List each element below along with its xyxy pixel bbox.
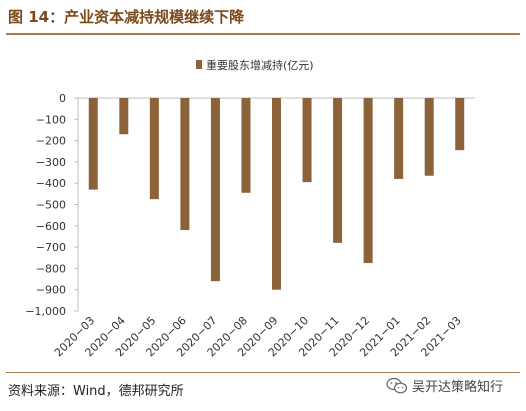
bar: [302, 98, 312, 183]
y-tick-label: −700: [36, 241, 66, 254]
legend-label: 重要股东增减持(亿元): [206, 58, 314, 72]
bar: [119, 98, 129, 135]
bar: [363, 98, 373, 264]
figure-title: 图 14：产业资本减持规模继续下降: [8, 8, 245, 26]
title-divider: [6, 33, 520, 35]
wechat-icon: [386, 377, 408, 393]
bar: [333, 98, 343, 243]
bar: [272, 98, 281, 290]
bar: [241, 98, 251, 193]
watermark-text: 吴开达策略知行: [412, 380, 504, 395]
y-tick-label: −300: [36, 156, 66, 169]
bar: [180, 98, 190, 231]
bar: [455, 98, 465, 151]
bar: [149, 98, 159, 200]
legend-swatch: [196, 60, 202, 69]
y-tick-label: −800: [36, 262, 66, 275]
footer-divider: [6, 372, 520, 373]
y-tick-label: −1,000: [25, 305, 66, 318]
y-tick-label: −500: [36, 199, 66, 212]
y-tick-label: −200: [36, 135, 66, 148]
bar-chart: 重要股东增减持(亿元) 0 −100 −200 −300 −400 −500 −600 −700…: [25, 58, 475, 359]
y-tick-label: 0: [59, 92, 66, 105]
bar: [424, 98, 434, 176]
y-tick-label: −900: [36, 284, 66, 297]
source-note: 资料来源：Wind，德邦研究所: [8, 384, 184, 399]
y-tick-label: −400: [36, 177, 66, 190]
bar: [210, 98, 220, 282]
y-tick-label: −600: [36, 220, 66, 233]
watermark: 吴开达策略知行: [386, 376, 503, 395]
bar: [394, 98, 404, 179]
bar: [88, 98, 98, 190]
y-tick-label: −100: [36, 113, 66, 126]
